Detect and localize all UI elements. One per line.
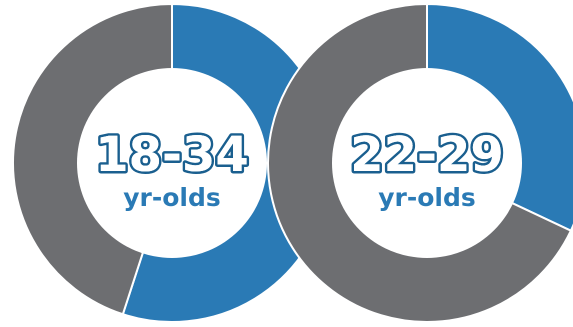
donut-chart-22-29: 22-29 22-29 yr-olds [267, 2, 573, 323]
center-label-fill: 18-34 [95, 127, 249, 183]
donut-hole [77, 68, 267, 258]
center-sublabel: yr-olds [378, 183, 476, 212]
center-label-fill: 22-29 [350, 127, 504, 183]
center-label: 18-34 [95, 127, 249, 183]
center-label: 22-29 [350, 127, 504, 183]
donut-chart-18-34: 18-34 18-34 yr-olds [12, 2, 332, 323]
donut-hole [332, 68, 522, 258]
center-sublabel: yr-olds [123, 183, 221, 212]
